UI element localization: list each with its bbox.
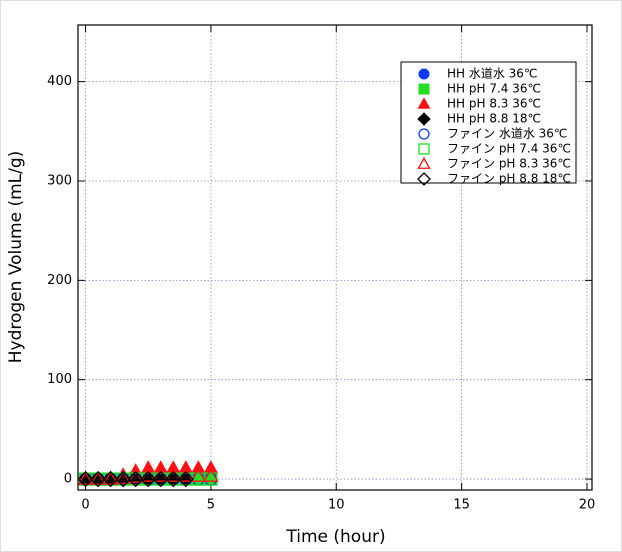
legend-label: HH pH 8.3 36℃ — [447, 97, 541, 111]
data-point — [77, 470, 94, 488]
y-tick-label: 100 — [47, 372, 72, 387]
x-tick-label: 5 — [207, 498, 215, 513]
legend: HH 水道水 36℃HH pH 7.4 36℃HH pH 8.3 36℃HH p… — [400, 61, 577, 186]
legend-marker — [417, 112, 431, 126]
data-point — [152, 470, 169, 488]
data-point — [127, 470, 144, 488]
legend-box — [400, 61, 577, 184]
plot-marks — [77, 460, 219, 488]
data-point — [190, 467, 207, 482]
data-point — [127, 468, 144, 483]
data-point — [115, 469, 131, 484]
data-point — [165, 470, 182, 488]
legend-label: HH pH 8.8 18℃ — [447, 112, 541, 126]
legend-label: ファイン pH 7.4 36℃ — [447, 142, 571, 156]
data-point — [102, 470, 119, 485]
data-point — [115, 470, 132, 488]
legend-label: ファイン pH 8.3 36℃ — [447, 157, 571, 171]
legend-marker — [418, 68, 430, 80]
legend-marker — [417, 156, 431, 169]
x-tick-label: 10 — [328, 498, 345, 513]
y-tick-label: 0 — [64, 472, 72, 487]
x-tick-label: 15 — [453, 498, 470, 513]
data-point — [102, 470, 119, 488]
data-point — [177, 470, 194, 488]
x-axis-label: Time (hour) — [285, 527, 385, 547]
legend-label: HH 水道水 36℃ — [447, 67, 537, 81]
data-point — [90, 470, 106, 485]
legend-marker — [418, 128, 430, 140]
y-tick-label: 300 — [47, 173, 72, 188]
data-point — [203, 467, 219, 482]
legend-label: ファイン 水道水 36℃ — [447, 127, 567, 141]
data-point — [77, 470, 94, 485]
legend-marker — [418, 143, 430, 155]
y-axis-label: Hydrogen Volume (mL/g) — [6, 151, 26, 364]
legend-marker — [417, 97, 431, 109]
plot-frame — [77, 24, 593, 491]
legend-marker — [418, 83, 430, 95]
legend-label: ファイン pH 8.8 18℃ — [447, 172, 571, 186]
data-point — [140, 470, 157, 488]
x-tick-label: 20 — [579, 498, 596, 513]
legend-marker — [417, 172, 431, 186]
legend-label: HH pH 7.4 36℃ — [447, 82, 541, 96]
y-tick-label: 200 — [47, 273, 72, 288]
x-tick-label: 0 — [81, 498, 89, 513]
data-point — [89, 470, 107, 488]
y-tick-label: 400 — [47, 74, 72, 89]
